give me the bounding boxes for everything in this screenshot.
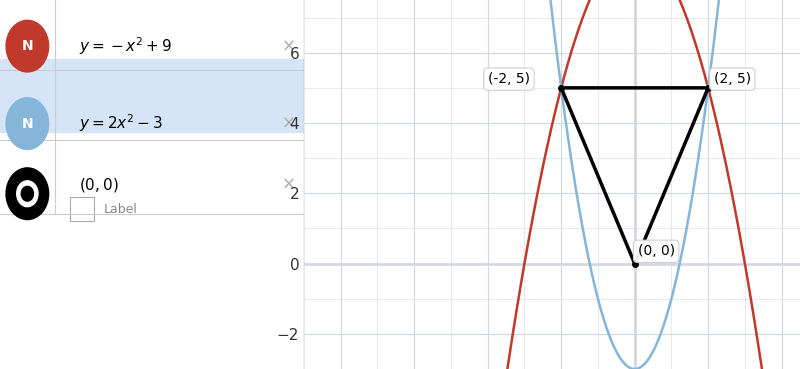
Text: N: N — [22, 39, 33, 53]
Circle shape — [6, 20, 49, 72]
FancyBboxPatch shape — [0, 140, 304, 214]
Text: Label: Label — [103, 203, 138, 216]
Circle shape — [6, 168, 49, 220]
FancyBboxPatch shape — [0, 59, 304, 133]
Circle shape — [22, 186, 34, 201]
Text: $(0, 0)$: $(0, 0)$ — [79, 176, 118, 193]
Text: (0, 0): (0, 0) — [638, 244, 674, 258]
Circle shape — [17, 181, 38, 207]
Text: $y = -x^2 + 9$: $y = -x^2 + 9$ — [79, 35, 172, 57]
FancyBboxPatch shape — [70, 197, 94, 221]
Text: ×: × — [282, 176, 296, 193]
Text: $y = 2x^2 - 3$: $y = 2x^2 - 3$ — [79, 113, 163, 134]
FancyBboxPatch shape — [0, 221, 304, 295]
Circle shape — [6, 98, 49, 149]
Text: N: N — [22, 117, 33, 131]
Text: (2, 5): (2, 5) — [714, 72, 750, 86]
Text: ×: × — [282, 115, 296, 132]
Text: ×: × — [282, 37, 296, 55]
Text: (-2, 5): (-2, 5) — [488, 72, 530, 86]
